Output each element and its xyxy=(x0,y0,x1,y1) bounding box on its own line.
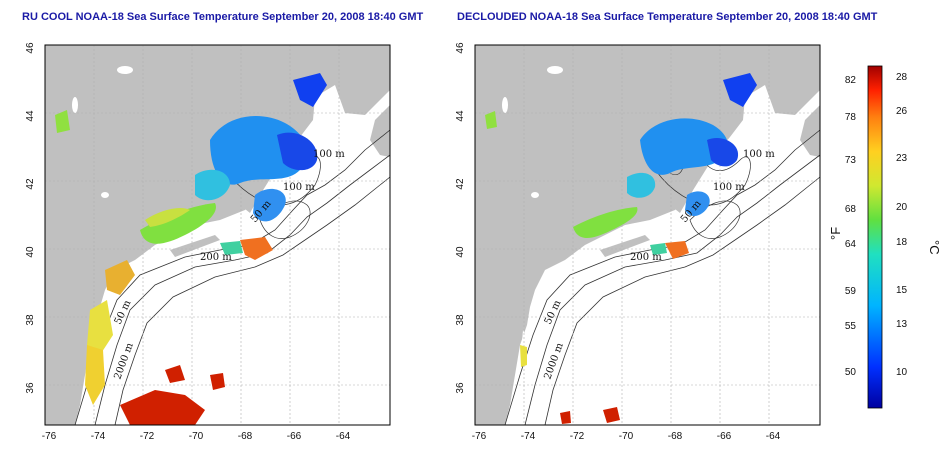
lat-tick-label: 38 xyxy=(455,314,466,326)
contour-label-200m: 200 m xyxy=(200,252,232,263)
celsius-tick-label: 26 xyxy=(896,106,908,117)
celsius-tick-label: 13 xyxy=(896,319,908,330)
right-map-frame xyxy=(474,44,821,426)
lon-tick-label: -76 xyxy=(42,431,57,442)
celsius-tick-label: 20 xyxy=(896,202,908,213)
celsius-tick-label: 23 xyxy=(896,153,908,164)
fahrenheit-unit: °F xyxy=(828,227,843,240)
left-map: 100 m 100 m 50 m 200 m 50 m 2000 m xyxy=(44,44,391,426)
lat-tick-label: 44 xyxy=(25,110,36,122)
lon-tick-label: -74 xyxy=(91,431,106,442)
right-sst-data xyxy=(485,73,757,424)
contour-label-100m-a: 100 m xyxy=(313,149,345,160)
celsius-tick-label: 28 xyxy=(896,72,908,83)
fahrenheit-tick-label: 68 xyxy=(845,204,857,215)
lon-tick-label: -70 xyxy=(189,431,204,442)
lat-tick-label: 44 xyxy=(455,110,466,122)
lat-tick-label: 46 xyxy=(455,42,466,54)
lon-tick-label: -72 xyxy=(570,431,585,442)
contour-label-200m: 200 m xyxy=(630,252,662,263)
contour-label-100m-b: 100 m xyxy=(283,182,315,193)
lon-tick-label: -68 xyxy=(238,431,253,442)
lat-tick-label: 40 xyxy=(455,246,466,258)
celsius-unit: °C xyxy=(927,240,942,255)
lat-tick-label: 46 xyxy=(25,42,36,54)
right-map: 100 m 100 m 50 m 200 m 50 m 2000 m xyxy=(474,44,821,426)
lon-tick-label: -66 xyxy=(287,431,302,442)
lat-tick-label: 36 xyxy=(25,382,36,394)
lat-tick-label: 40 xyxy=(25,246,36,258)
axis-ticks: -76 -74 -72 -70 -68 -66 -64 46 44 42 40 38 36 -76 -74 -… xyxy=(25,42,781,442)
right-map-title: DECLOUDED NOAA-18 Sea Surface Temperatur… xyxy=(457,11,878,23)
lon-tick-label: -64 xyxy=(336,431,351,442)
lon-tick-label: -72 xyxy=(140,431,155,442)
celsius-tick-label: 15 xyxy=(896,285,908,296)
fahrenheit-tick-label: 78 xyxy=(845,112,857,123)
lat-tick-label: 36 xyxy=(455,382,466,394)
contour-label-100m-b: 100 m xyxy=(713,182,745,193)
lat-tick-label: 42 xyxy=(455,178,466,190)
fahrenheit-tick-label: 82 xyxy=(845,75,857,86)
fahrenheit-tick-label: 64 xyxy=(845,239,857,250)
celsius-tick-label: 18 xyxy=(896,237,908,248)
lon-tick-label: -66 xyxy=(717,431,732,442)
colorbar: 82 78 73 68 64 59 55 50 28 26 23 20 18 15 13 10 °F °C xyxy=(828,65,942,409)
left-map-frame xyxy=(44,44,391,426)
lat-tick-label: 42 xyxy=(25,178,36,190)
fahrenheit-tick-label: 50 xyxy=(845,367,857,378)
left-sst-data xyxy=(55,73,327,425)
fahrenheit-tick-label: 73 xyxy=(845,155,857,166)
lon-tick-label: -64 xyxy=(766,431,781,442)
lon-tick-label: -68 xyxy=(668,431,683,442)
lat-tick-label: 38 xyxy=(25,314,36,326)
lon-tick-label: -76 xyxy=(472,431,487,442)
fahrenheit-tick-label: 59 xyxy=(845,286,857,297)
celsius-tick-label: 10 xyxy=(896,367,908,378)
lon-tick-label: -74 xyxy=(521,431,536,442)
lon-tick-label: -70 xyxy=(619,431,634,442)
left-map-title: RU COOL NOAA-18 Sea Surface Temperature … xyxy=(22,11,424,23)
contour-label-100m-a: 100 m xyxy=(743,149,775,160)
fahrenheit-tick-label: 55 xyxy=(845,321,857,332)
colorbar-ramp xyxy=(867,65,883,409)
